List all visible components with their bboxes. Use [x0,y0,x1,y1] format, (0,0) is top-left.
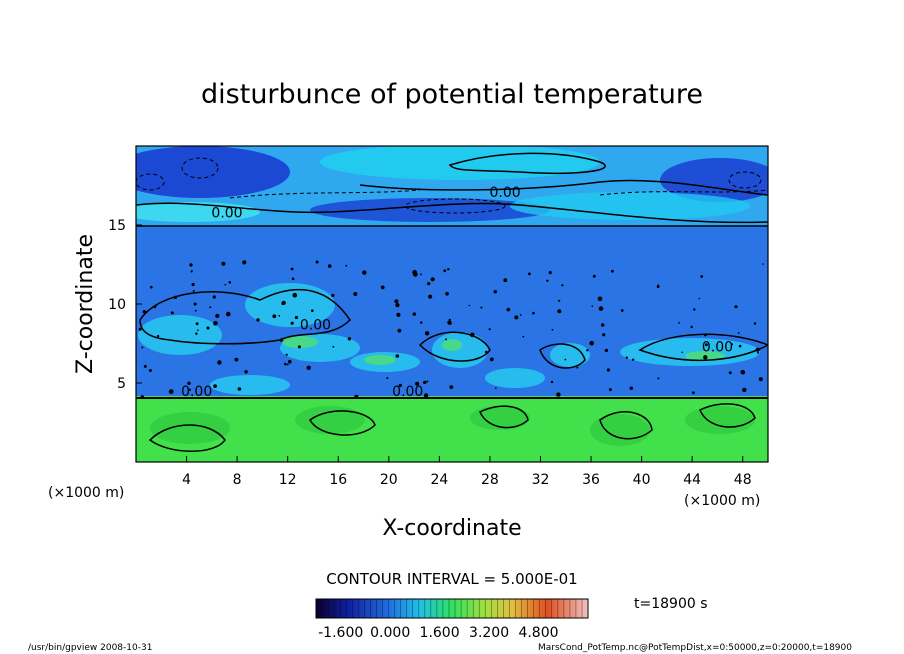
contour-label: 0.00 [211,205,242,221]
y-tick-label: 10 [108,297,126,313]
y-axis: 5 10 15 [108,218,142,392]
contour-speckles [138,260,764,399]
convective-cores [282,336,725,365]
colorbar-tick-label: 3.200 [469,625,509,641]
x-tick-label: 8 [233,472,242,488]
contour-label: 0.00 [702,340,733,356]
chart-title: disturbunce of potential temperature [201,79,703,110]
contour-interval: CONTOUR INTERVAL = 5.000E-01 [326,570,577,588]
y-tick-label: 15 [108,218,126,234]
x-tick-label: 40 [633,472,651,488]
colorbar-scale [315,598,589,619]
upper-blob [320,146,600,180]
colorbar-stripes [321,599,583,618]
contour-lines [136,152,768,452]
x-tick-label: 44 [683,472,701,488]
contour-label: 0.00 [300,318,331,334]
upper-blob [510,192,750,220]
x-tick-label: 16 [329,472,347,488]
footer-right: MarsCond_PotTemp.nc@PotTempDist,x=0:5000… [538,643,852,653]
colorbar-tick-label: 4.800 [518,625,558,641]
x-tick-label: 36 [582,472,600,488]
negative-contours [136,157,768,214]
y-axis-label: Z-coordinate [73,234,98,374]
x-unit-left: (×1000 m) [48,485,124,501]
upper-blob [310,198,550,222]
colorbar-tick-label: 1.600 [420,625,460,641]
colorbar-tick-label: 0.000 [370,625,410,641]
region-mid [136,226,768,396]
plot-area: 0.00 0.00 0.00 0.00 0.00 0.00 [135,145,769,463]
y-tick-label: 5 [117,376,126,392]
region-lower [136,396,768,462]
colorbar-tick-labels: -1.600 0.000 1.600 3.200 4.800 [318,625,558,641]
contour-label: 0.00 [392,384,423,400]
contour-labels: 0.00 0.00 0.00 0.00 0.00 0.00 [181,185,733,400]
contour-label: 0.00 [181,384,212,400]
x-tick-label: 4 [182,472,191,488]
contour-label: 0.00 [490,185,521,201]
colorbar: -1.600 0.000 1.600 3.200 4.800 [315,598,589,641]
x-unit-right: (×1000 m) [684,493,760,509]
x-tick-label: 48 [734,472,752,488]
x-tick-label: 24 [430,472,448,488]
x-tick-label: 28 [481,472,499,488]
x-tick-label: 32 [532,472,550,488]
x-axis: 4 8 12 16 20 24 28 32 36 40 44 48 [182,456,752,488]
footer-left: /usr/bin/gpview 2008-10-31 [28,643,152,653]
upper-blob [136,146,290,198]
colorbar-tick-label: -1.600 [318,625,363,641]
x-tick-label: 20 [380,472,398,488]
time-label: t=18900 s [634,596,708,612]
x-axis-label: X-coordinate [382,516,521,541]
x-tick-label: 12 [279,472,297,488]
